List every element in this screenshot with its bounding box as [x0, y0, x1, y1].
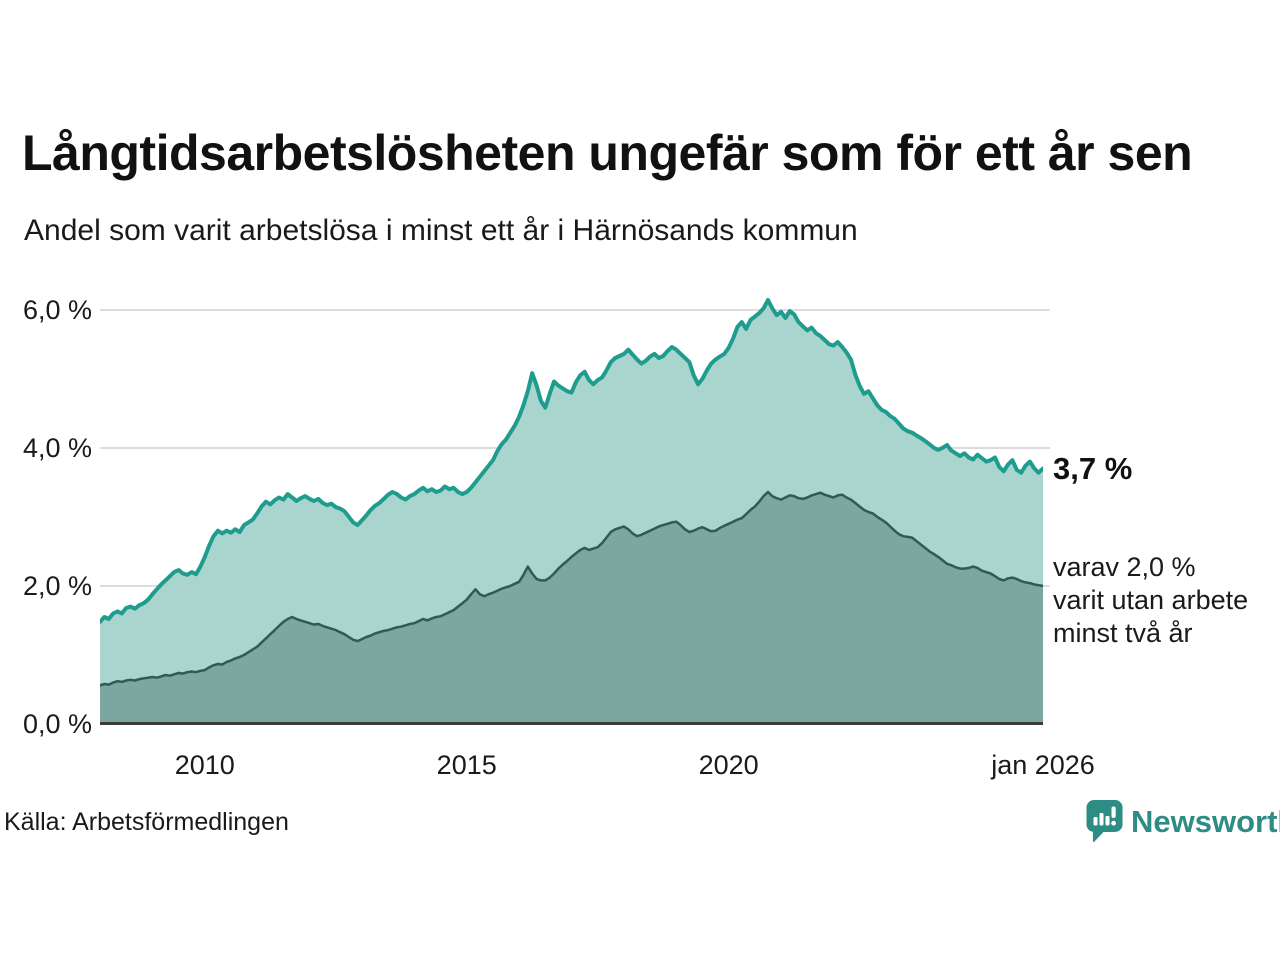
- bar-chart-speech-bubble-icon: [1086, 800, 1123, 843]
- latest-value-label: 3,7 %: [1053, 450, 1133, 486]
- x-tick-label: 2020: [698, 750, 759, 780]
- line-series-2: [100, 490, 1043, 687]
- brand-name: Newsworthy: [1131, 803, 1280, 839]
- y-tick-label: 6,0 %: [22, 294, 92, 325]
- page-title: Långtidsarbetslösheten ungefär som för e…: [22, 125, 1193, 181]
- plot-area: [100, 298, 1043, 724]
- x-tick-label: 2015: [436, 750, 497, 780]
- x-tick-label: 2010: [174, 750, 235, 780]
- y-tick-label: 0,0 %: [22, 709, 92, 739]
- line-series-1: [100, 298, 1043, 624]
- gridline-6: [100, 308, 1050, 311]
- source-attribution: Källa: Arbetsförmedlingen: [4, 808, 289, 836]
- y-tick-label: 2,0 %: [22, 570, 92, 601]
- area-series-2: [100, 492, 1043, 724]
- y-tick-label: 4,0 %: [22, 432, 92, 463]
- newsworthy-logo: Newsworthy: [1086, 800, 1280, 843]
- x-tick-label: jan 2026: [991, 750, 1095, 780]
- secondary-value-label: varav 2,0 % varit utan arbete minst två …: [1053, 552, 1249, 648]
- chart-subtitle: Andel som varit arbetslösa i minst ett å…: [24, 214, 858, 247]
- x-axis-line: [100, 722, 1043, 725]
